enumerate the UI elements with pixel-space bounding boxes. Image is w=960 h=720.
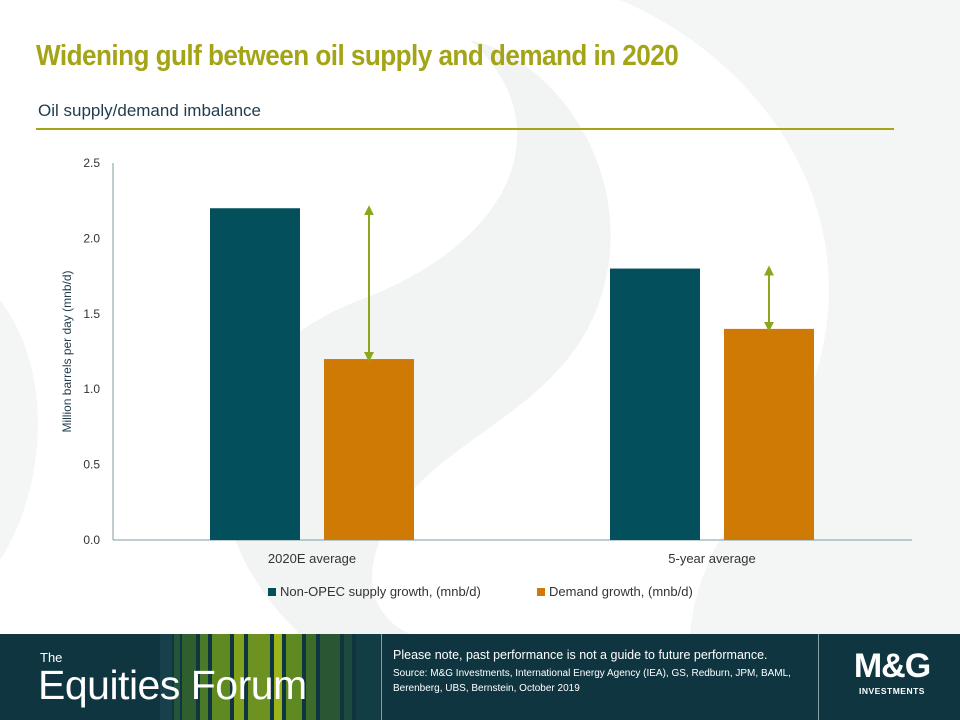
source-text: Source: M&G Investments, International E… <box>393 668 791 694</box>
chart-subtitle: Oil supply/demand imbalance <box>38 101 262 120</box>
brand-prefix: The <box>40 650 63 665</box>
bar-supply <box>210 208 300 541</box>
disclaimer-text: Please note, past performance is not a g… <box>393 648 768 662</box>
footer-stripe-pattern <box>160 634 380 720</box>
mg-logo: M&G INVESTMENTS <box>836 646 948 696</box>
slide-title: Widening gulf between oil supply and dem… <box>36 40 679 72</box>
legend-swatch <box>537 588 545 596</box>
y-tick-label: 1.5 <box>83 307 100 321</box>
background-swirl <box>0 0 960 634</box>
y-tick-label: 1.0 <box>83 382 100 396</box>
x-tick-label: 5-year average <box>668 551 755 566</box>
logo-subtext: INVESTMENTS <box>859 686 925 696</box>
bar-supply <box>610 268 700 540</box>
legend-swatch <box>268 588 276 596</box>
bar-chart: 0.0 0.5 1.0 1.5 2.0 2.5 Million barrels per da… <box>60 156 912 599</box>
bar-demand <box>724 328 814 540</box>
footer-divider <box>381 634 382 720</box>
x-tick-label: 2020E average <box>268 551 356 566</box>
logo-mark: M&G <box>853 647 931 685</box>
title-divider <box>36 128 894 130</box>
y-tick-label: 0.0 <box>83 533 100 547</box>
legend-label: Non-OPEC supply growth, (mnb/d) <box>280 584 481 599</box>
y-tick-label: 2.0 <box>83 231 100 245</box>
bar-demand <box>324 359 414 540</box>
footer-divider <box>818 634 819 720</box>
brand-name: Equities Forum <box>38 662 307 708</box>
y-axis-label: Million barrels per day (mnb/d) <box>60 270 74 432</box>
footer-bar: The Equities Forum Please note, past per… <box>0 634 960 720</box>
y-tick-label: 0.5 <box>83 458 100 472</box>
legend-label: Demand growth, (mnb/d) <box>549 584 693 599</box>
y-tick-label: 2.5 <box>83 156 100 170</box>
